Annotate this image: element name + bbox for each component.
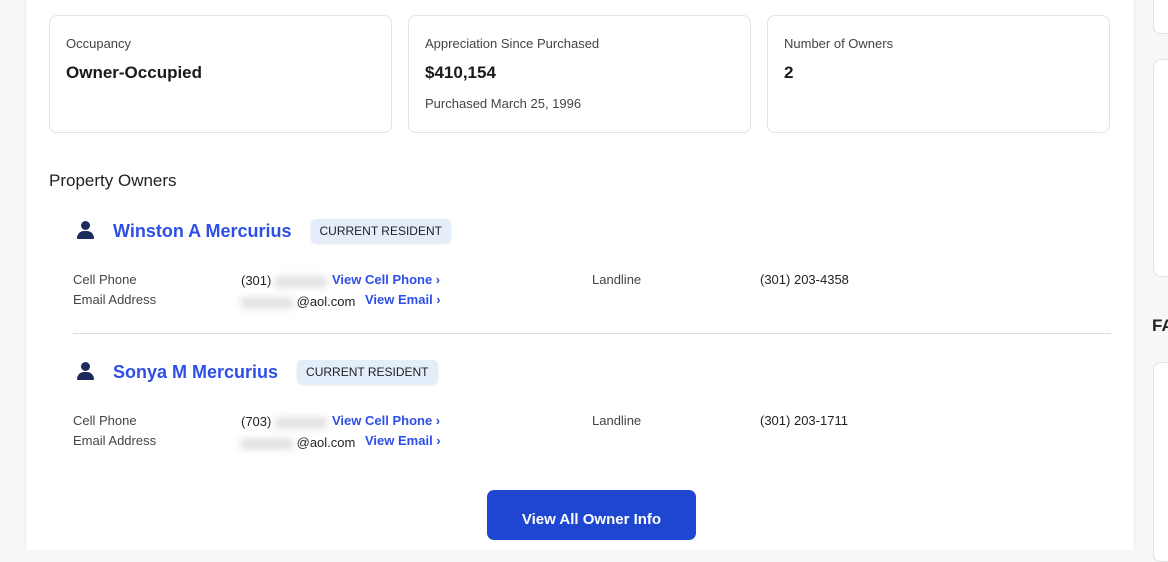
view-email-link[interactable]: View Email › [365, 292, 441, 307]
occupancy-card: Occupancy Owner-Occupied [49, 15, 392, 133]
card-label: Appreciation Since Purchased [425, 36, 600, 51]
card-value: $410,154 [425, 63, 496, 82]
view-cell-phone-link[interactable]: View Cell Phone › [332, 272, 441, 287]
divider [73, 333, 1111, 334]
card-label: Occupancy [66, 36, 132, 51]
cell-label: Cell Phone [73, 272, 137, 287]
redacted-phone [274, 417, 327, 428]
email-label: Email Address [73, 292, 157, 307]
status-badge: CURRENT RESIDENT [310, 219, 451, 243]
view-cell-phone-link[interactable]: View Cell Phone › [332, 413, 441, 428]
email-label: Email Address [73, 433, 157, 448]
view-email-link[interactable]: View Email › [365, 433, 441, 448]
appreciation-card: Appreciation Since Purchased $410,154 Pu… [408, 15, 751, 133]
cell-label: Cell Phone [73, 413, 137, 428]
card-label: Number of Owners [784, 36, 894, 51]
card-value: Owner-Occupied [66, 63, 203, 82]
owner-name-link[interactable]: Sonya M Mercurius [113, 361, 279, 382]
email-domain: @aol.com [296, 435, 356, 450]
landline-label: Landline [592, 413, 642, 428]
cell-prefix: (703) [241, 414, 272, 429]
side-card [1153, 59, 1168, 277]
cell-prefix: (301) [241, 273, 272, 288]
owners-count-card: Number of Owners 2 [767, 15, 1110, 133]
section-title: Property Owners [49, 171, 177, 190]
side-card [1153, 0, 1168, 34]
link-label: View Cell Phone [332, 272, 433, 287]
redacted-phone [274, 276, 327, 287]
owner-name-link[interactable]: Winston A Mercurius [113, 220, 292, 241]
link-label: View Cell Phone [332, 413, 433, 428]
status-badge: CURRENT RESIDENT [297, 360, 438, 384]
view-all-owner-info-button[interactable]: View All Owner Info [487, 490, 696, 540]
card-value: 2 [784, 63, 794, 82]
person-icon [75, 220, 97, 242]
landline-value: (301) 203-1711 [760, 413, 848, 428]
person-icon [75, 361, 97, 383]
email-domain: @aol.com [296, 294, 356, 309]
landline-value: (301) 203-4358 [760, 272, 849, 287]
side-card [1153, 362, 1168, 562]
landline-label: Landline [592, 272, 642, 287]
link-label: View Email [365, 433, 433, 448]
redacted-email [241, 438, 293, 449]
side-heading: FA [1152, 316, 1168, 335]
redacted-email [241, 297, 293, 308]
card-subtext: Purchased March 25, 1996 [425, 96, 582, 111]
link-label: View Email [365, 292, 433, 307]
